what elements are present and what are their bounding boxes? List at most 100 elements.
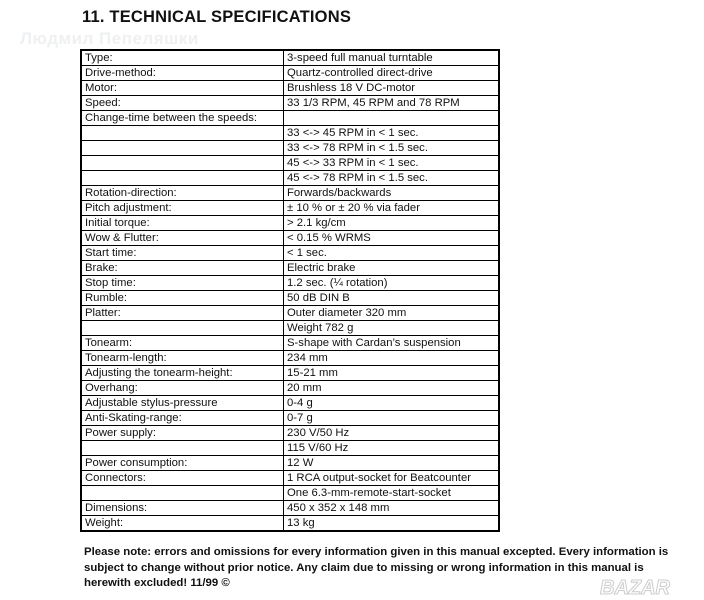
spec-row: Rotation-direction: Forwards/backwards (80, 185, 500, 201)
spec-value: 234 mm (283, 350, 500, 366)
spec-row: Tonearm-length: 234 mm (80, 350, 500, 366)
spec-value: 115 V/60 Hz (283, 440, 500, 456)
spec-label: Rotation-direction: (80, 185, 284, 201)
spec-row: Power consumption: 12 W (80, 455, 500, 471)
spec-value: Forwards/backwards (283, 185, 500, 201)
section-title: 11. TECHNICAL SPECIFICATIONS (82, 8, 352, 26)
spec-row: Dimensions: 450 x 352 x 148 mm (80, 500, 500, 516)
spec-row: Speed: 33 1/3 RPM, 45 RPM and 78 RPM (80, 95, 500, 111)
spec-label: Change-time between the speeds: (80, 110, 284, 126)
spec-value: 12 W (283, 455, 500, 471)
spec-value: 20 mm (283, 380, 500, 396)
spec-row: 45 <-> 33 RPM in < 1 sec. (80, 155, 500, 171)
spec-value: 33 <-> 45 RPM in < 1 sec. (283, 125, 500, 141)
spec-label: Tonearm-length: (80, 350, 284, 366)
spec-row: Tonearm: S-shape with Cardan’s suspension (80, 335, 500, 351)
spec-value: Quartz-controlled direct-drive (283, 65, 500, 81)
spec-row: One 6.3-mm-remote-start-socket (80, 485, 500, 501)
spec-row: Start time: < 1 sec. (80, 245, 500, 261)
spec-value: 33 <-> 78 RPM in < 1.5 sec. (283, 140, 500, 156)
spec-label: Motor: (80, 80, 284, 96)
spec-row: Type: 3-speed full manual turntable (80, 49, 500, 66)
spec-label: Adjusting the tonearm-height: (80, 365, 284, 381)
spec-row: Weight: 13 kg (80, 515, 500, 532)
spec-value: 1 RCA output-socket for Beatcounter (283, 470, 500, 486)
spec-label (80, 320, 284, 336)
spec-label (80, 485, 284, 501)
spec-value: 450 x 352 x 148 mm (283, 500, 500, 516)
spec-row: Rumble: 50 dB DIN B (80, 290, 500, 306)
spec-label: Wow & Flutter: (80, 230, 284, 246)
spec-row: 115 V/60 Hz (80, 440, 500, 456)
spec-label: Dimensions: (80, 500, 284, 516)
spec-row: 33 <-> 78 RPM in < 1.5 sec. (80, 140, 500, 156)
spec-value: 33 1/3 RPM, 45 RPM and 78 RPM (283, 95, 500, 111)
spec-row: Pitch adjustment: ± 10 % or ± 20 % via fa… (80, 200, 500, 216)
spec-label: Brake: (80, 260, 284, 276)
spec-row: 45 <-> 78 RPM in < 1.5 sec. (80, 170, 500, 186)
spec-value: 0-7 g (283, 410, 500, 426)
spec-label (80, 155, 284, 171)
spec-row: Stop time: 1.2 sec. (¼ rotation) (80, 275, 500, 291)
spec-row: Change-time between the speeds: (80, 110, 500, 126)
spec-row: Wow & Flutter: < 0.15 % WRMS (80, 230, 500, 246)
spec-row: Connectors: 1 RCA output-socket for Beatc… (80, 470, 500, 486)
spec-label: Platter: (80, 305, 284, 321)
spec-label: Weight: (80, 515, 284, 532)
watermark: Людмил Пепеляшки (20, 29, 199, 48)
spec-row: Brake: Electric brake (80, 260, 500, 276)
bazar-logo: BAZAR (600, 577, 671, 600)
spec-label: Initial torque: (80, 215, 284, 231)
spec-row: Initial torque: > 2.1 kg/cm (80, 215, 500, 231)
spec-value: < 0.15 % WRMS (283, 230, 500, 246)
spec-value: 50 dB DIN B (283, 290, 500, 306)
spec-label (80, 140, 284, 156)
spec-row: Overhang: 20 mm (80, 380, 500, 396)
spec-value: 45 <-> 33 RPM in < 1 sec. (283, 155, 500, 171)
spec-row: Power supply: 230 V/50 Hz (80, 425, 500, 441)
spec-label: Stop time: (80, 275, 284, 291)
spec-label: Power supply: (80, 425, 284, 441)
spec-label: Start time: (80, 245, 284, 261)
spec-label: Drive-method: (80, 65, 284, 81)
spec-value: Outer diameter 320 mm (283, 305, 500, 321)
disclaimer-note: Please note: errors and omissions for ev… (84, 546, 669, 589)
spec-value: 230 V/50 Hz (283, 425, 500, 441)
spec-label: Speed: (80, 95, 284, 111)
spec-label: Connectors: (80, 470, 284, 486)
spec-row: Adjustable stylus-pressure 0-4 g (80, 395, 500, 411)
spec-value: One 6.3-mm-remote-start-socket (283, 485, 500, 501)
spec-value: 13 kg (283, 515, 500, 532)
spec-label: Tonearm: (80, 335, 284, 351)
spec-row: Platter: Outer diameter 320 mm (80, 305, 500, 321)
spec-value: Electric brake (283, 260, 500, 276)
spec-row: Motor: Brushless 18 V DC-motor (80, 80, 500, 96)
spec-row: Drive-method: Quartz-controlled direct-dr… (80, 65, 500, 81)
spec-row: Weight 782 g (80, 320, 500, 336)
spec-value: Brushless 18 V DC-motor (283, 80, 500, 96)
spec-value: > 2.1 kg/cm (283, 215, 500, 231)
spec-value: 15-21 mm (283, 365, 500, 381)
spec-value: S-shape with Cardan’s suspension (283, 335, 500, 351)
spec-label: Type: (80, 49, 284, 66)
spec-label: Adjustable stylus-pressure (80, 395, 284, 411)
spec-value: ± 10 % or ± 20 % via fader (283, 200, 500, 216)
spec-label: Power consumption: (80, 455, 284, 471)
spec-label: Anti-Skating-range: (80, 410, 284, 426)
spec-row: 33 <-> 45 RPM in < 1 sec. (80, 125, 500, 141)
spec-value: 1.2 sec. (¼ rotation) (283, 275, 500, 291)
spec-table: Type: 3-speed full manual turntable Drive-… (80, 49, 500, 532)
spec-value (283, 110, 500, 126)
spec-value: Weight 782 g (283, 320, 500, 336)
spec-label (80, 125, 284, 141)
spec-row: Anti-Skating-range: 0-7 g (80, 410, 500, 426)
spec-label: Pitch adjustment: (80, 200, 284, 216)
spec-label (80, 170, 284, 186)
spec-value: < 1 sec. (283, 245, 500, 261)
spec-row: Adjusting the tonearm-height: 15-21 mm (80, 365, 500, 381)
spec-value: 3-speed full manual turntable (283, 49, 500, 66)
spec-label: Rumble: (80, 290, 284, 306)
spec-label: Overhang: (80, 380, 284, 396)
spec-value: 45 <-> 78 RPM in < 1.5 sec. (283, 170, 500, 186)
spec-value: 0-4 g (283, 395, 500, 411)
